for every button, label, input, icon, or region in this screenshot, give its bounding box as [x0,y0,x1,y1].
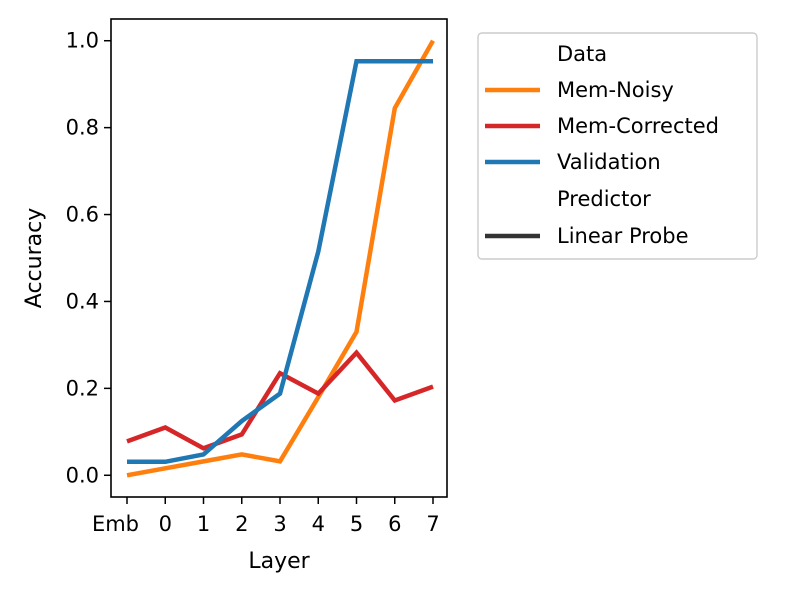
x-tick-label-3: 2 [235,512,248,536]
x-axis-ticks: Emb 0 1 2 3 4 5 6 7 [92,497,440,536]
legend-box [477,32,758,260]
legend-label-mem-noisy: Mem-Noisy [557,78,674,102]
series-line-mem-corrected [126,349,434,451]
x-tick-label-6: 5 [350,512,363,536]
x-axis-label: Layer [248,549,310,574]
y-tick-label-0: 0.0 [66,463,99,487]
y-tick-label-4: 0.8 [66,116,99,140]
y-tick-label-1: 0.2 [66,376,99,400]
legend-section-predictor-title: Predictor [557,187,651,211]
x-tick-label-8: 7 [426,512,439,536]
y-axis-ticks: 0.0 0.2 0.4 0.6 0.8 1.0 [66,29,111,487]
x-tick-label-7: 6 [388,512,401,536]
series-lines [126,39,435,478]
x-tick-label-2: 1 [197,512,210,536]
y-tick-label-5: 1.0 [66,29,99,53]
legend-label-mem-corrected: Mem-Corrected [557,114,719,138]
legend: Data Mem-Noisy Mem-Corrected Validation … [477,32,758,260]
series-line-mem-noisy [126,39,435,478]
series-line-validation [127,58,433,465]
x-tick-label-1: 0 [159,512,172,536]
x-tick-label-4: 3 [273,512,286,536]
y-axis-label: Accuracy [22,208,47,308]
legend-section-data-title: Data [557,42,607,66]
plot-area-frame [110,18,448,498]
legend-label-validation: Validation [557,150,661,174]
x-tick-label-0: Emb [92,512,139,536]
legend-label-linear-probe: Linear Probe [557,224,689,248]
y-tick-label-2: 0.4 [66,289,99,313]
y-tick-label-3: 0.6 [66,203,99,227]
x-tick-label-5: 4 [312,512,325,536]
